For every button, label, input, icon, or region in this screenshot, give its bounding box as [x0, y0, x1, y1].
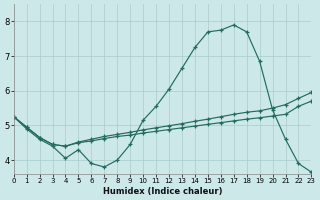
X-axis label: Humidex (Indice chaleur): Humidex (Indice chaleur): [103, 187, 222, 196]
